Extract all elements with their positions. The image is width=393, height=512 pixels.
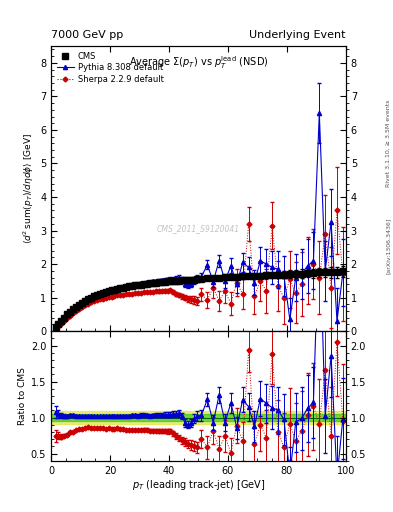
- Text: CMS_2011_S9120041: CMS_2011_S9120041: [157, 224, 240, 233]
- Y-axis label: $\langle d^2\,\mathrm{sum}(p_T)/d\eta d\phi\rangle$ [GeV]: $\langle d^2\,\mathrm{sum}(p_T)/d\eta d\…: [21, 133, 36, 244]
- Y-axis label: Ratio to CMS: Ratio to CMS: [18, 367, 27, 425]
- X-axis label: $p_T$ (leading track-jet) [GeV]: $p_T$ (leading track-jet) [GeV]: [132, 478, 265, 493]
- Text: Average $\Sigma(p_T)$ vs $p_T^{\mathrm{lead}}$ (NSD): Average $\Sigma(p_T)$ vs $p_T^{\mathrm{l…: [129, 55, 268, 72]
- Text: Underlying Event: Underlying Event: [249, 30, 346, 40]
- Text: Rivet 3.1.10, ≥ 3.5M events: Rivet 3.1.10, ≥ 3.5M events: [386, 100, 391, 187]
- Text: [arXiv:1306.3436]: [arXiv:1306.3436]: [386, 218, 391, 274]
- Bar: [51, 414, 346, 421]
- Legend: CMS, Pythia 8.308 default, Sherpa 2.2.9 default: CMS, Pythia 8.308 default, Sherpa 2.2.9 …: [55, 50, 165, 86]
- Text: 7000 GeV pp: 7000 GeV pp: [51, 30, 123, 40]
- Bar: [51, 411, 346, 424]
